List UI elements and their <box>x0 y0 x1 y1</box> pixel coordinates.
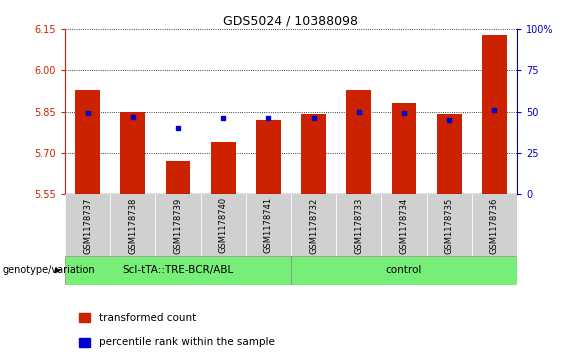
Bar <box>381 194 427 256</box>
Bar <box>346 90 371 194</box>
Bar <box>427 194 472 256</box>
Text: GSM1178737: GSM1178737 <box>83 197 92 254</box>
Bar <box>211 142 236 194</box>
Bar <box>201 194 246 256</box>
Text: GSM1178734: GSM1178734 <box>399 197 408 253</box>
Bar <box>65 194 110 256</box>
Text: GSM1178733: GSM1178733 <box>354 197 363 254</box>
Text: GSM1178735: GSM1178735 <box>445 197 454 253</box>
Text: Scl-tTA::TRE-BCR/ABL: Scl-tTA::TRE-BCR/ABL <box>123 265 233 276</box>
Bar <box>65 256 291 285</box>
Text: GSM1178740: GSM1178740 <box>219 197 228 253</box>
Text: GSM1178739: GSM1178739 <box>173 197 182 253</box>
Bar <box>482 34 507 194</box>
Bar <box>291 256 517 285</box>
Text: genotype/variation: genotype/variation <box>3 265 95 276</box>
Text: GSM1178736: GSM1178736 <box>490 197 499 254</box>
Bar <box>110 194 155 256</box>
Bar <box>437 114 462 194</box>
Text: GSM1178732: GSM1178732 <box>309 197 318 253</box>
Bar <box>166 161 190 194</box>
Bar <box>336 194 381 256</box>
Bar <box>246 194 291 256</box>
Bar <box>256 120 281 194</box>
Text: control: control <box>386 265 422 276</box>
Text: GSM1178741: GSM1178741 <box>264 197 273 253</box>
Text: percentile rank within the sample: percentile rank within the sample <box>99 337 275 347</box>
Bar <box>301 114 326 194</box>
Text: transformed count: transformed count <box>99 313 196 323</box>
Bar <box>120 111 145 194</box>
Bar <box>291 194 336 256</box>
Bar <box>79 313 90 322</box>
Title: GDS5024 / 10388098: GDS5024 / 10388098 <box>224 15 358 28</box>
Text: GSM1178738: GSM1178738 <box>128 197 137 254</box>
Bar <box>79 338 90 347</box>
Bar <box>155 194 201 256</box>
Bar <box>392 103 416 194</box>
Bar <box>472 194 517 256</box>
Bar <box>75 90 100 194</box>
